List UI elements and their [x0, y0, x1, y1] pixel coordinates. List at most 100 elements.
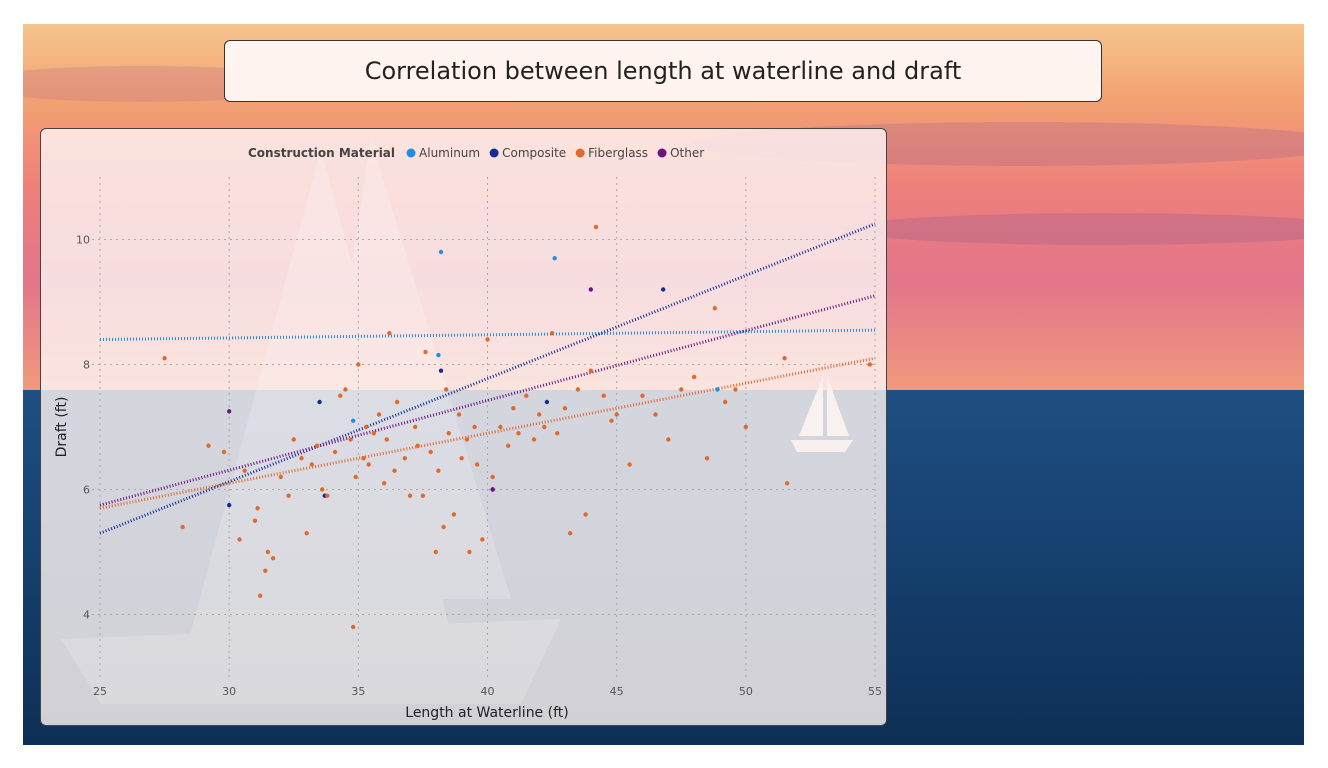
data-point-fiberglass[interactable] — [255, 506, 260, 511]
data-point-fiberglass[interactable] — [743, 424, 749, 430]
data-point-other[interactable] — [588, 287, 594, 292]
data-point-fiberglass[interactable] — [392, 468, 397, 473]
data-point-fiberglass[interactable] — [782, 356, 787, 361]
data-point-fiberglass[interactable] — [343, 387, 348, 392]
data-point-fiberglass[interactable] — [867, 362, 873, 367]
data-point-fiberglass[interactable] — [407, 493, 413, 498]
data-point-fiberglass[interactable] — [467, 549, 472, 555]
data-point-fiberglass[interactable] — [443, 387, 449, 392]
data-point-fiberglass[interactable] — [206, 443, 211, 448]
data-point-fiberglass[interactable] — [733, 387, 738, 392]
data-point-fiberglass[interactable] — [332, 449, 338, 455]
data-point-fiberglass[interactable] — [356, 362, 361, 367]
data-point-aluminum[interactable] — [552, 256, 557, 261]
data-point-fiberglass[interactable] — [555, 431, 560, 436]
data-point-aluminum[interactable] — [438, 249, 444, 255]
data-point-fiberglass[interactable] — [366, 462, 371, 467]
data-point-fiberglass[interactable] — [348, 437, 353, 442]
data-point-fiberglass[interactable] — [252, 518, 258, 523]
data-point-composite[interactable] — [660, 287, 666, 292]
data-point-fiberglass[interactable] — [363, 424, 369, 430]
data-point-fiberglass[interactable] — [387, 331, 392, 336]
data-point-fiberglass[interactable] — [583, 512, 588, 517]
data-point-fiberglass[interactable] — [353, 474, 358, 480]
data-point-fiberglass[interactable] — [593, 224, 599, 230]
data-point-other[interactable] — [490, 487, 495, 492]
data-point-composite[interactable] — [544, 399, 550, 405]
data-point-fiberglass[interactable] — [490, 474, 495, 480]
data-point-fiberglass[interactable] — [402, 456, 408, 461]
data-point-fiberglass[interactable] — [601, 393, 606, 398]
data-point-fiberglass[interactable] — [257, 593, 263, 598]
data-point-fiberglass[interactable] — [242, 468, 247, 473]
data-point-composite[interactable] — [438, 368, 444, 373]
data-point-fiberglass[interactable] — [666, 437, 671, 442]
data-point-fiberglass[interactable] — [549, 331, 555, 336]
legend-item-fiberglass[interactable]: Fiberglass — [575, 146, 648, 160]
data-point-fiberglass[interactable] — [505, 443, 511, 448]
data-point-fiberglass[interactable] — [270, 556, 276, 561]
data-point-fiberglass[interactable] — [459, 456, 464, 461]
data-point-fiberglass[interactable] — [423, 349, 428, 355]
data-point-fiberglass[interactable] — [428, 449, 433, 455]
data-point-fiberglass[interactable] — [381, 481, 387, 486]
data-point-fiberglass[interactable] — [516, 431, 521, 436]
data-point-fiberglass[interactable] — [376, 412, 382, 417]
data-point-fiberglass[interactable] — [446, 431, 451, 436]
data-point-fiberglass[interactable] — [350, 624, 356, 630]
data-point-other[interactable] — [226, 409, 232, 414]
data-point-fiberglass[interactable] — [609, 418, 614, 423]
data-point-fiberglass[interactable] — [441, 524, 446, 530]
data-point-fiberglass[interactable] — [394, 399, 400, 405]
data-point-fiberglass[interactable] — [464, 437, 470, 442]
data-point-fiberglass[interactable] — [265, 549, 271, 555]
data-point-fiberglass[interactable] — [784, 481, 790, 486]
data-point-fiberglass[interactable] — [319, 487, 325, 492]
data-point-fiberglass[interactable] — [511, 406, 516, 411]
data-point-composite[interactable] — [317, 399, 322, 405]
data-point-fiberglass[interactable] — [480, 537, 485, 542]
data-point-fiberglass[interactable] — [722, 399, 728, 405]
data-point-fiberglass[interactable] — [562, 406, 568, 411]
data-point-fiberglass[interactable] — [420, 493, 426, 498]
data-point-aluminum[interactable] — [715, 387, 720, 392]
legend-item-other[interactable]: Other — [657, 146, 705, 160]
data-point-fiberglass[interactable] — [304, 531, 309, 536]
data-point-fiberglass[interactable] — [314, 443, 320, 448]
data-point-fiberglass[interactable] — [485, 337, 490, 342]
data-point-fiberglass[interactable] — [162, 356, 167, 361]
data-point-fiberglass[interactable] — [575, 387, 581, 392]
data-point-fiberglass[interactable] — [237, 537, 242, 542]
data-point-fiberglass[interactable] — [653, 412, 658, 417]
data-point-fiberglass[interactable] — [704, 456, 710, 461]
data-point-fiberglass[interactable] — [451, 512, 457, 517]
data-point-fiberglass[interactable] — [291, 437, 296, 442]
data-point-fiberglass[interactable] — [263, 568, 268, 573]
data-point-fiberglass[interactable] — [474, 462, 480, 467]
data-point-fiberglass[interactable] — [412, 424, 418, 430]
data-point-fiberglass[interactable] — [679, 387, 684, 392]
data-point-fiberglass[interactable] — [614, 412, 619, 417]
data-point-fiberglass[interactable] — [180, 524, 185, 530]
data-point-fiberglass[interactable] — [472, 424, 477, 430]
data-point-fiberglass[interactable] — [456, 412, 462, 417]
data-point-aluminum[interactable] — [436, 352, 441, 358]
data-point-fiberglass[interactable] — [221, 449, 227, 455]
data-point-fiberglass[interactable] — [371, 431, 377, 436]
data-point-fiberglass[interactable] — [524, 393, 529, 398]
data-point-fiberglass[interactable] — [338, 393, 343, 398]
data-point-fiberglass[interactable] — [361, 456, 366, 461]
data-point-fiberglass[interactable] — [498, 424, 503, 430]
data-point-fiberglass[interactable] — [278, 474, 284, 480]
data-point-fiberglass[interactable] — [691, 374, 697, 380]
data-point-fiberglass[interactable] — [415, 443, 420, 448]
data-point-fiberglass[interactable] — [712, 306, 718, 311]
legend-item-composite[interactable]: Composite — [489, 146, 567, 160]
data-point-fiberglass[interactable] — [627, 462, 632, 467]
data-point-fiberglass[interactable] — [299, 456, 304, 461]
data-point-fiberglass[interactable] — [542, 424, 547, 430]
legend-item-aluminum[interactable]: Aluminum — [406, 146, 481, 160]
data-point-fiberglass[interactable] — [433, 549, 439, 555]
data-point-fiberglass[interactable] — [384, 437, 389, 442]
data-point-fiberglass[interactable] — [567, 531, 573, 536]
